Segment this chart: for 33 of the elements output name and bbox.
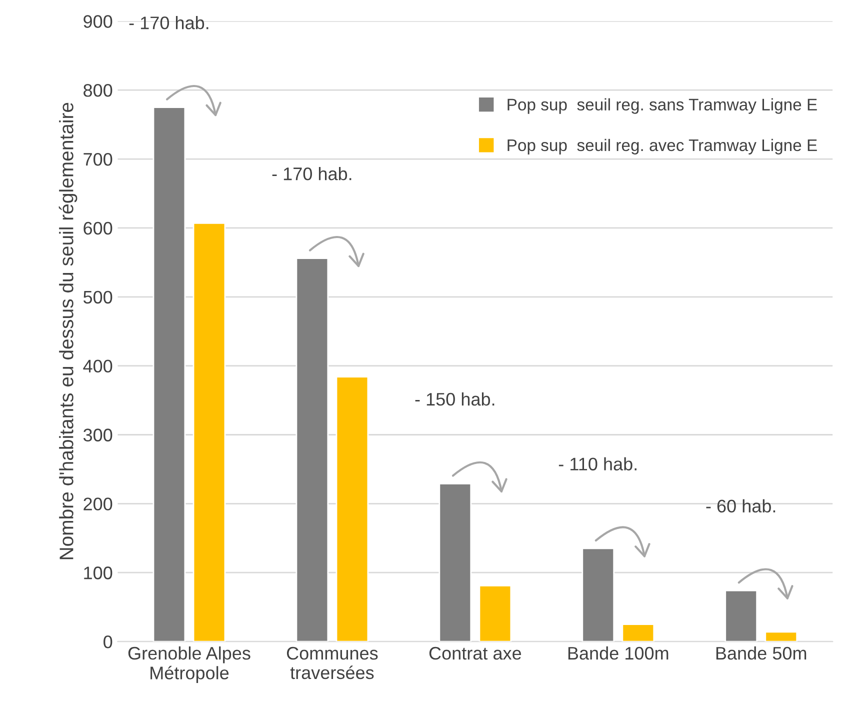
bar [296,258,329,642]
bar [336,376,369,642]
x-tick-label: Communes traversées [286,646,378,680]
y-tick-label: 400 [83,360,112,373]
bar [152,106,186,642]
annotation: - 110 hab. [558,457,636,470]
y-tick-label: 100 [84,566,112,580]
bar [438,483,472,642]
legend-label: Pop sup seuil reg. sans Tramway Ligne E [508,98,817,114]
y-tick-label: 800 [84,84,112,97]
bar [764,631,798,642]
annotation: - 60 hab. [706,499,776,513]
y-axis-title: Nombre d'habitants eu dessus du seuil réglementaire [58,102,78,560]
bar [724,590,758,642]
x-tick-label: Grenoble Alpes Métropole [128,646,250,683]
x-tick-label: Contrat axe [429,646,522,660]
annotation: - 170 hab. [129,16,208,30]
y-tick-label: 200 [84,498,112,510]
x-tick-label: Bande 100m [568,646,668,660]
y-tick-label: 600 [84,222,112,235]
bar [192,222,226,642]
annotation: - 150 hab. [415,392,494,406]
y-tick-label: 0 [104,635,112,648]
y-tick-label: 700 [84,152,112,166]
bar [582,548,615,642]
y-tick-label: 900 [84,15,112,28]
bar [478,585,512,642]
bar [622,624,655,642]
legend-label: Pop sup seuil reg. avec Tramway Ligne E [508,138,817,154]
annotation: - 170 hab. [272,167,352,180]
x-tick-label: Bande 50m [716,646,806,660]
y-tick-label: 500 [83,290,112,304]
y-tick-label: 300 [83,428,112,442]
